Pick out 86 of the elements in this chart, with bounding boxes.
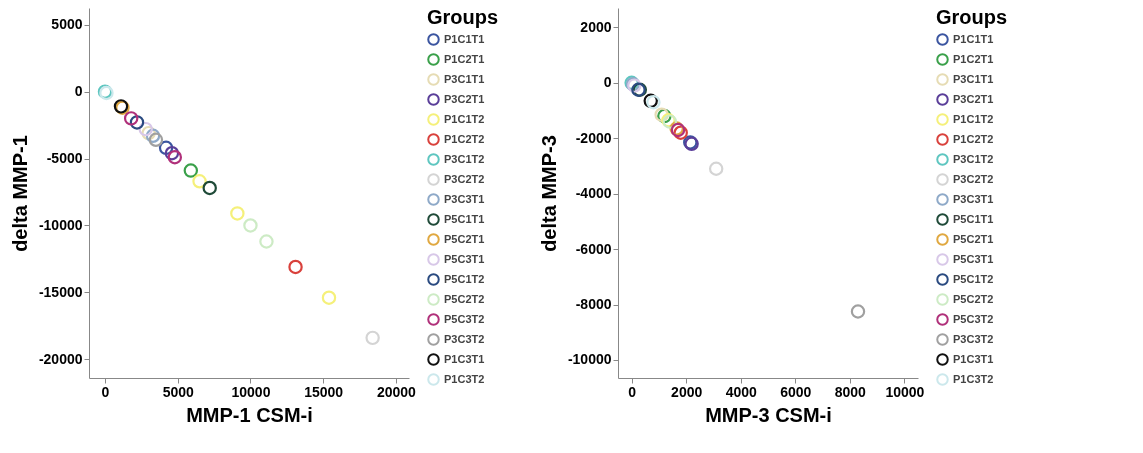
- legend-label: P1C1T2: [444, 112, 485, 125]
- point: [202, 180, 217, 196]
- legend-label: P3C3T2: [953, 332, 994, 345]
- point: [158, 140, 174, 156]
- point: [164, 145, 180, 161]
- legend-label: P1C2T1: [953, 52, 994, 65]
- legend-label: P3C2T2: [953, 172, 994, 185]
- y-axis-title: delta MMP-3: [537, 135, 560, 252]
- y-tick-label: 0: [74, 83, 83, 100]
- legend-label: P5C1T1: [953, 212, 994, 225]
- y-tick-label: 5000: [51, 16, 83, 33]
- legend-label: P1C2T2: [444, 132, 485, 145]
- x-tick-label: 8000: [834, 383, 867, 400]
- point: [145, 128, 161, 144]
- legend-title: Groups: [427, 6, 499, 28]
- y-tick-label: -5000: [46, 150, 83, 167]
- point: [129, 115, 145, 130]
- point: [230, 206, 245, 221]
- x-tick-label: 15000: [304, 383, 344, 400]
- point: [123, 111, 139, 126]
- legend-label: P1C1T1: [444, 32, 485, 45]
- legend-label: P3C1T2: [444, 152, 485, 165]
- x-tick-label: 2000: [671, 383, 703, 400]
- y-tick-label: -15000: [38, 283, 83, 300]
- point: [148, 132, 164, 148]
- legend-label: P3C3T1: [444, 192, 485, 205]
- y-tick-label: 2000: [580, 18, 612, 35]
- point: [708, 161, 724, 176]
- legend-label: P5C1T2: [444, 272, 485, 285]
- legend-label: P3C3T2: [444, 332, 485, 345]
- legend-label: P1C3T1: [953, 352, 994, 365]
- x-tick-label: 10000: [231, 383, 271, 400]
- x-tick-label: 5000: [162, 383, 195, 400]
- x-tick-label: 0: [101, 383, 110, 400]
- y-tick-label: -4000: [575, 185, 612, 202]
- legend-label: P5C1T2: [953, 272, 994, 285]
- point: [167, 149, 183, 165]
- legend-label: P1C2T2: [953, 132, 994, 145]
- legend-label: P1C3T2: [444, 372, 485, 385]
- legend-label: P5C3T2: [444, 312, 485, 325]
- point: [138, 121, 153, 137]
- legend-label: P3C3T1: [953, 192, 994, 205]
- x-tick-label: 0: [628, 383, 637, 400]
- legend-label: P3C1T1: [953, 72, 994, 85]
- legend-label: P3C1T2: [953, 152, 994, 165]
- y-tick-label: -8000: [575, 296, 612, 313]
- y-tick-label: -2000: [575, 129, 612, 146]
- legend-label: P5C3T1: [444, 252, 485, 265]
- legend-title: Groups: [936, 6, 1008, 28]
- legend-label: P5C1T1: [444, 212, 485, 225]
- legend-label: P1C2T1: [444, 52, 485, 65]
- legend-label: P3C1T1: [444, 72, 485, 85]
- legend-label: P1C1T2: [953, 112, 994, 125]
- legend-label: P3C2T1: [953, 92, 994, 105]
- point: [321, 290, 337, 305]
- point: [365, 330, 380, 346]
- y-tick-label: -6000: [575, 240, 612, 257]
- legend-label: P3C2T1: [444, 92, 485, 105]
- legend-label: P3C2T2: [444, 172, 485, 185]
- point: [288, 259, 303, 275]
- x-axis-title: MMP-3 CSM-i: [705, 403, 832, 426]
- legend-label: P5C2T1: [953, 232, 994, 245]
- y-axis-title: delta MMP-1: [8, 135, 31, 252]
- x-tick-label: 6000: [780, 383, 812, 400]
- y-tick-label: 0: [603, 74, 612, 91]
- legend-label: P5C3T2: [953, 312, 994, 325]
- x-tick-label: 4000: [725, 383, 758, 400]
- legend-label: P1C3T1: [444, 352, 485, 365]
- legend-label: P5C2T1: [444, 232, 485, 245]
- legend-label: P5C2T2: [444, 292, 485, 305]
- point: [850, 304, 866, 319]
- point: [192, 174, 207, 189]
- point: [183, 163, 199, 178]
- point: [259, 234, 274, 249]
- y-tick-label: -10000: [567, 351, 612, 368]
- x-tick-label: 20000: [376, 383, 417, 400]
- legend-label: P1C1T1: [953, 32, 994, 45]
- legend-label: P5C3T1: [953, 252, 994, 265]
- legend-label: P1C3T2: [953, 372, 994, 385]
- point: [243, 218, 258, 233]
- y-tick-label: -10000: [38, 216, 83, 233]
- x-tick-label: 10000: [885, 383, 925, 400]
- legend-label: P5C2T2: [953, 292, 994, 305]
- y-tick-label: -20000: [38, 350, 83, 367]
- x-axis-title: MMP-1 CSM-i: [186, 403, 313, 426]
- point: [141, 125, 156, 141]
